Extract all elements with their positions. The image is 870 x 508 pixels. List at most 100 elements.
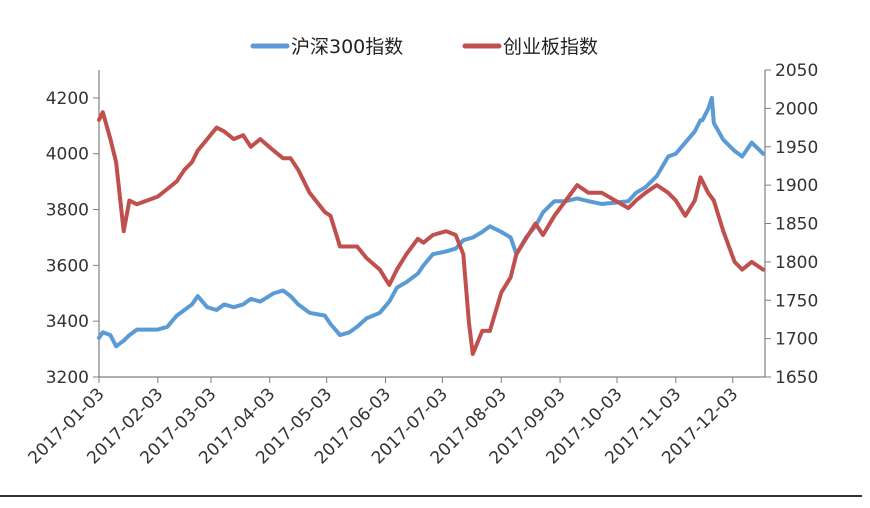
series-1-point <box>135 328 139 332</box>
series-2-point <box>655 183 659 187</box>
series-1-point <box>404 280 408 284</box>
series-2-point <box>308 191 312 195</box>
series-2-point <box>272 149 276 153</box>
series-2-point <box>461 252 465 256</box>
series-1-point <box>215 308 219 312</box>
series-2-point <box>296 168 300 172</box>
series-1-point <box>258 300 262 304</box>
series-1-point <box>471 235 475 240</box>
series-1-point <box>575 196 579 200</box>
series-1-point <box>626 199 631 203</box>
series-2-point <box>600 191 604 195</box>
series-1-point <box>509 235 513 240</box>
series-1-point <box>289 294 293 298</box>
series-2-point <box>750 260 754 264</box>
series-2-point <box>196 149 200 153</box>
series-2-point <box>467 321 471 325</box>
series-2-point <box>241 133 245 137</box>
series-2-point <box>258 137 262 141</box>
y-left-tick-label: 3800 <box>46 201 89 221</box>
series-1-point <box>165 325 169 329</box>
series-1-point <box>364 316 369 320</box>
series-1-point <box>643 185 648 189</box>
series-line-2 <box>97 110 766 356</box>
series-2-point <box>706 191 710 195</box>
series-1-point <box>281 288 285 293</box>
y-right-tick-label: 1750 <box>775 291 818 311</box>
series-2-point <box>444 229 448 233</box>
series-1-point <box>706 107 710 111</box>
series-2-point <box>249 145 253 149</box>
series-lines <box>97 95 766 356</box>
series-2-point <box>480 329 484 333</box>
series-2-point <box>101 110 105 114</box>
series-1-point <box>205 305 209 309</box>
series-2-point <box>421 241 426 245</box>
series-2-point <box>564 198 568 203</box>
series-1-point <box>323 314 327 318</box>
series-2-point <box>387 283 391 287</box>
series-2-point <box>698 175 703 179</box>
series-2-point <box>533 221 538 226</box>
series-1-point <box>378 311 382 315</box>
series-1-point <box>222 302 226 306</box>
series-2-point <box>175 179 179 183</box>
series-2-point <box>575 183 579 187</box>
legend-label-series-1: 沪深300指数 <box>291 36 403 58</box>
series-2-point <box>634 198 638 203</box>
y-left-tick-label: 3400 <box>46 312 89 332</box>
series-2-point <box>355 244 359 249</box>
series-2-point <box>347 244 352 249</box>
series-1-point <box>710 96 714 100</box>
series-2-point <box>740 268 744 272</box>
y-right-tick-label: 1850 <box>775 215 818 235</box>
series-1-point <box>454 247 458 251</box>
series-2-point <box>586 191 591 195</box>
series-1-point <box>127 333 131 337</box>
series-1-point <box>114 344 118 348</box>
series-2-point <box>378 268 382 272</box>
series-1-point <box>182 308 186 312</box>
series-2-point <box>454 233 458 237</box>
series-2-point <box>232 137 236 141</box>
series-2-point <box>674 198 678 203</box>
chart-legend: 沪深300指数 创业板指数 <box>250 36 598 58</box>
series-2-point <box>733 260 737 264</box>
series-2-point <box>222 129 226 133</box>
series-2-point <box>643 191 648 195</box>
series-1-point <box>232 305 236 309</box>
series-2-point <box>471 352 475 356</box>
series-1-point <box>431 252 435 256</box>
series-1-point <box>740 154 744 159</box>
series-2-point <box>108 137 112 141</box>
legend-label-series-2: 创业板指数 <box>503 36 598 58</box>
series-2-point <box>182 168 186 172</box>
series-1-point <box>328 322 333 326</box>
series-2-point <box>514 252 519 256</box>
series-2-point <box>541 233 545 237</box>
series-1-point <box>196 294 200 298</box>
series-1-point <box>461 238 465 242</box>
series-1-point <box>712 121 716 125</box>
series-1-point <box>444 249 448 253</box>
series-2-point <box>135 202 139 206</box>
series-1-point <box>541 210 545 214</box>
series-2-point <box>122 229 126 233</box>
series-1-point <box>108 333 112 337</box>
series-1-point <box>693 129 697 133</box>
series-2-point <box>683 214 687 218</box>
series-1-point <box>175 314 179 318</box>
series-1-point <box>296 302 300 306</box>
series-2-point <box>323 210 327 214</box>
series-1-point <box>586 199 591 203</box>
series-2-point <box>488 329 492 333</box>
series-1-point <box>190 302 194 306</box>
series-1-point <box>421 263 426 267</box>
series-1-point <box>101 330 105 334</box>
series-2-point <box>693 198 697 203</box>
series-1-point <box>308 311 312 315</box>
series-2-point <box>524 237 528 241</box>
series-1-point <box>97 336 101 340</box>
series-1-point <box>750 141 754 145</box>
series-2-point <box>97 118 101 122</box>
